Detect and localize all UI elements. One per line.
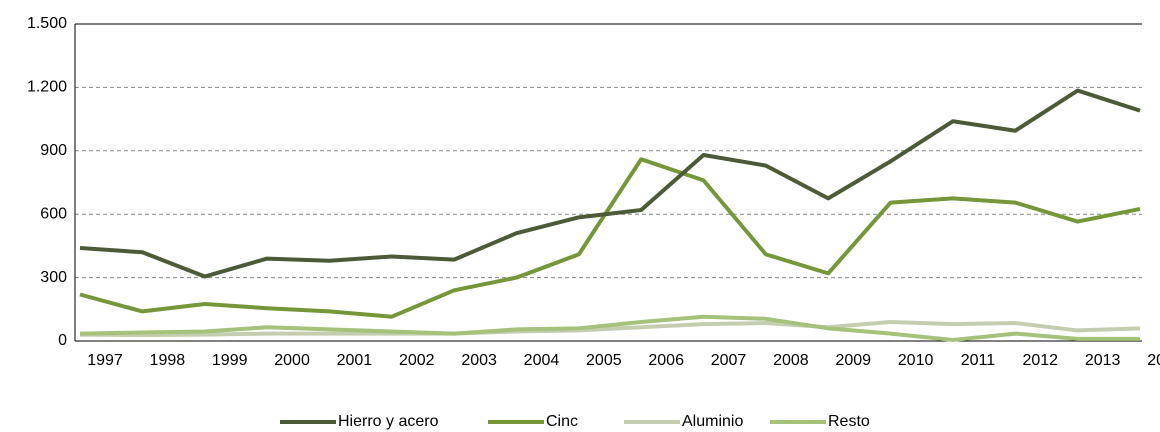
x-tick-label: 2008 [773,352,809,369]
line-series [79,88,1141,279]
legend-label: Hierro y acero [338,413,439,430]
line-series [79,319,1141,338]
y-tick-label: 0 [58,332,67,349]
y-tick-label: 900 [40,142,67,159]
y-tick-label: 600 [40,205,67,222]
x-tick-label: 2012 [1022,352,1058,369]
line-series [79,314,1140,342]
legend-label: Aluminio [682,413,743,430]
y-tick-label: 300 [40,269,67,286]
x-tick-label: 2011 [961,352,996,369]
line-series [79,157,1141,319]
x-tick-label: 2003 [461,352,497,369]
x-tick-label: 2014 [1147,352,1160,369]
legend-label: Resto [828,413,870,430]
legend-label: Cinc [546,413,578,430]
x-tick-label: 2013 [1085,352,1121,369]
x-tick-label: 2002 [399,352,435,369]
x-tick-label: 2009 [835,352,871,369]
x-tick-label: 1998 [150,352,186,369]
x-tick-label: 1997 [87,352,123,369]
y-tick-label: 1.500 [27,15,67,32]
x-tick-label: 1999 [212,352,248,369]
x-tick-label: 2005 [586,352,622,369]
x-tick-label: 2001 [337,352,373,369]
x-tick-label: 2004 [524,352,560,369]
y-tick-label: 1.200 [27,79,67,96]
x-tick-label: 2006 [648,352,684,369]
x-tick-label: 2007 [711,352,747,369]
x-tick-label: 2010 [898,352,934,369]
x-tick-label: 2000 [274,352,310,369]
